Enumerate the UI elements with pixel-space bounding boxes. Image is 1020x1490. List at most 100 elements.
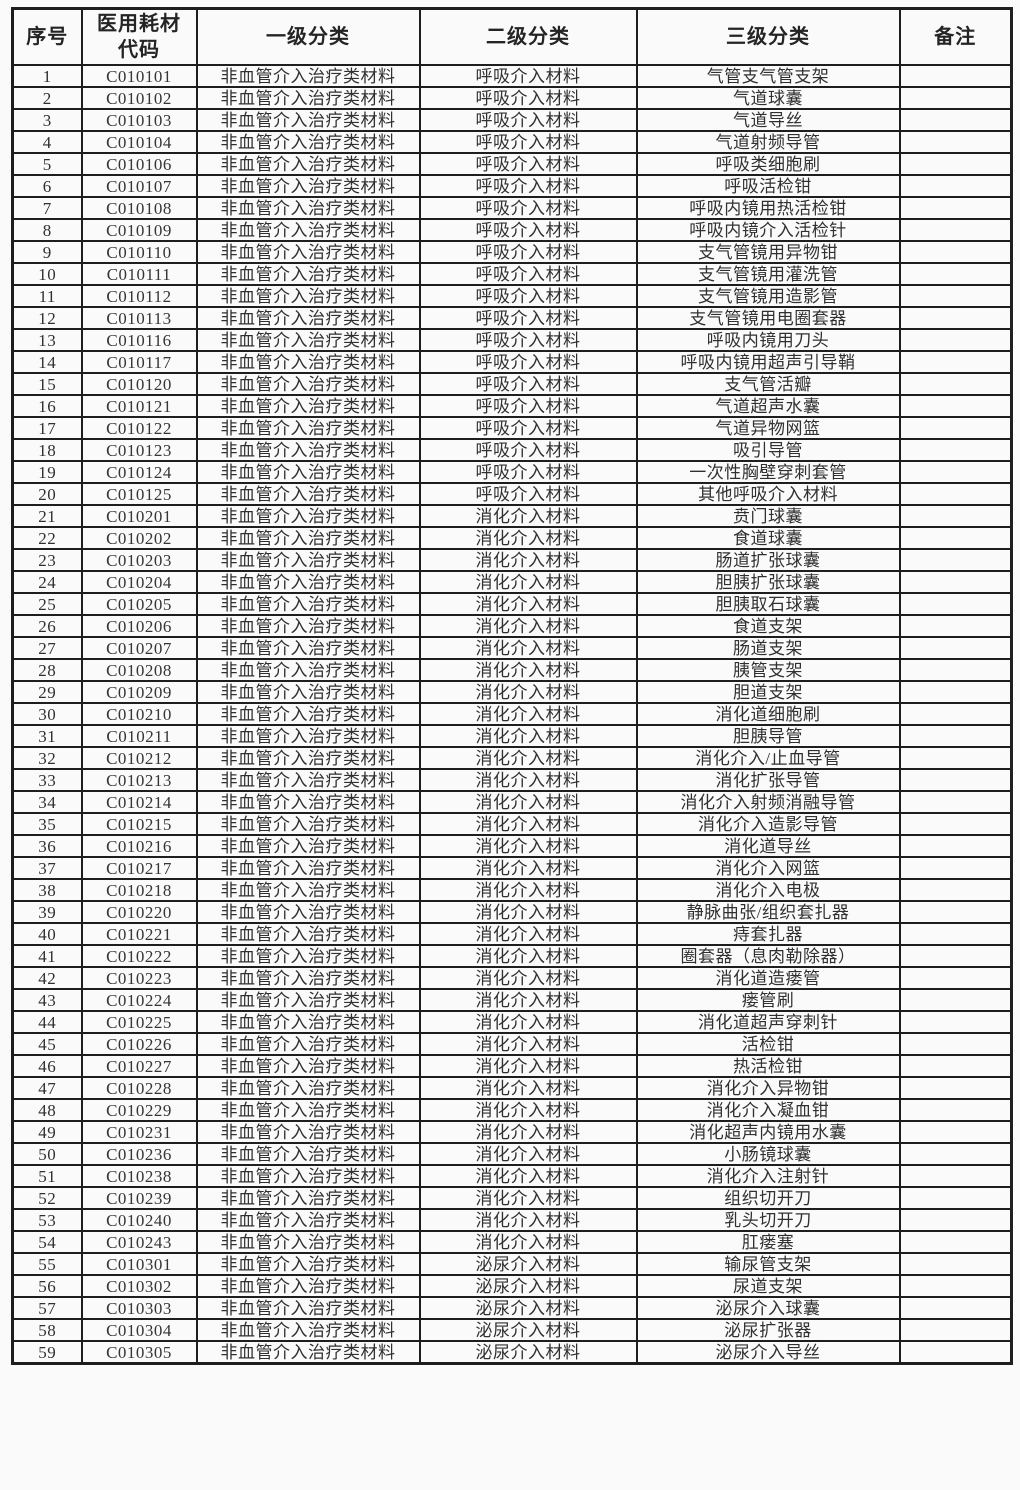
- cell-level1-category: 非血管介入治疗类材料: [195, 614, 421, 638]
- cell-serial-number: 25: [11, 592, 83, 616]
- table-row: 29 C010209 非血管介入治疗类材料 消化介入材料 胆道支架: [11, 680, 1013, 704]
- cell-consumable-code: C010243: [80, 1230, 198, 1254]
- cell-remarks: [898, 482, 1013, 506]
- cell-serial-number: 43: [11, 988, 83, 1012]
- cell-level1-category: 非血管介入治疗类材料: [195, 944, 421, 968]
- cell-serial-number: 11: [11, 284, 83, 308]
- cell-remarks: [898, 790, 1013, 814]
- cell-serial-number: 7: [11, 196, 83, 220]
- cell-level3-category: 呼吸类细胞刷: [635, 152, 901, 176]
- cell-level2-category: 消化介入材料: [418, 614, 638, 638]
- cell-consumable-code: C010102: [80, 86, 198, 110]
- cell-serial-number: 34: [11, 790, 83, 814]
- cell-remarks: [898, 1054, 1013, 1078]
- cell-level2-category: 呼吸介入材料: [418, 130, 638, 154]
- cell-consumable-code: C010222: [80, 944, 198, 968]
- cell-level2-category: 消化介入材料: [418, 834, 638, 858]
- cell-serial-number: 15: [11, 372, 83, 396]
- cell-serial-number: 14: [11, 350, 83, 374]
- cell-serial-number: 3: [11, 108, 83, 132]
- table-row: 7 C010108 非血管介入治疗类材料 呼吸介入材料 呼吸内镜用热活检钳: [11, 196, 1013, 220]
- cell-level1-category: 非血管介入治疗类材料: [195, 570, 421, 594]
- cell-remarks: [898, 592, 1013, 616]
- cell-level3-category: 消化超声内镜用水囊: [635, 1120, 901, 1144]
- cell-consumable-code: C010226: [80, 1032, 198, 1056]
- cell-level3-category: 消化介入注射针: [635, 1164, 901, 1188]
- cell-serial-number: 52: [11, 1186, 83, 1210]
- table-row: 53 C010240 非血管介入治疗类材料 消化介入材料 乳头切开刀: [11, 1208, 1013, 1232]
- table-row: 36 C010216 非血管介入治疗类材料 消化介入材料 消化道导丝: [11, 834, 1013, 858]
- cell-level1-category: 非血管介入治疗类材料: [195, 1340, 421, 1365]
- cell-remarks: [898, 372, 1013, 396]
- cell-level2-category: 呼吸介入材料: [418, 328, 638, 352]
- table-row: 37 C010217 非血管介入治疗类材料 消化介入材料 消化介入网篮: [11, 856, 1013, 880]
- cell-level1-category: 非血管介入治疗类材料: [195, 1076, 421, 1100]
- cell-level2-category: 呼吸介入材料: [418, 416, 638, 440]
- cell-level1-category: 非血管介入治疗类材料: [195, 306, 421, 330]
- cell-serial-number: 27: [11, 636, 83, 660]
- header-row: 序号 医用耗材 代码 一级分类 二级分类 三级分类 备注: [11, 7, 1013, 66]
- table-row: 22 C010202 非血管介入治疗类材料 消化介入材料 食道球囊: [11, 526, 1013, 550]
- cell-serial-number: 40: [11, 922, 83, 946]
- table-row: 33 C010213 非血管介入治疗类材料 消化介入材料 消化扩张导管: [11, 768, 1013, 792]
- cell-remarks: [898, 306, 1013, 330]
- cell-level3-category: 吸引导管: [635, 438, 901, 462]
- cell-serial-number: 33: [11, 768, 83, 792]
- cell-level3-category: 乳头切开刀: [635, 1208, 901, 1232]
- cell-level3-category: 其他呼吸介入材料: [635, 482, 901, 506]
- cell-level3-category: 消化道造瘘管: [635, 966, 901, 990]
- cell-level3-category: 肠道扩张球囊: [635, 548, 901, 572]
- cell-level1-category: 非血管介入治疗类材料: [195, 988, 421, 1012]
- cell-level3-category: 呼吸内镜用热活检钳: [635, 196, 901, 220]
- header-level1-category: 一级分类: [195, 7, 421, 66]
- cell-level2-category: 消化介入材料: [418, 658, 638, 682]
- cell-consumable-code: C010107: [80, 174, 198, 198]
- cell-level1-category: 非血管介入治疗类材料: [195, 64, 421, 88]
- cell-consumable-code: C010203: [80, 548, 198, 572]
- cell-serial-number: 26: [11, 614, 83, 638]
- cell-serial-number: 56: [11, 1274, 83, 1298]
- cell-level3-category: 支气管镜用造影管: [635, 284, 901, 308]
- cell-level3-category: 消化介入造影导管: [635, 812, 901, 836]
- cell-level1-category: 非血管介入治疗类材料: [195, 548, 421, 572]
- table-row: 41 C010222 非血管介入治疗类材料 消化介入材料 圈套器（息肉勒除器）: [11, 944, 1013, 968]
- cell-level2-category: 呼吸介入材料: [418, 262, 638, 286]
- cell-remarks: [898, 174, 1013, 198]
- cell-remarks: [898, 1010, 1013, 1034]
- cell-consumable-code: C010221: [80, 922, 198, 946]
- cell-level3-category: 肠道支架: [635, 636, 901, 660]
- cell-consumable-code: C010123: [80, 438, 198, 462]
- cell-level2-category: 呼吸介入材料: [418, 394, 638, 418]
- cell-level2-category: 泌尿介入材料: [418, 1274, 638, 1298]
- cell-level3-category: 气道超声水囊: [635, 394, 901, 418]
- cell-level2-category: 消化介入材料: [418, 966, 638, 990]
- cell-remarks: [898, 1230, 1013, 1254]
- cell-level3-category: 活检钳: [635, 1032, 901, 1056]
- cell-level3-category: 热活检钳: [635, 1054, 901, 1078]
- cell-level2-category: 消化介入材料: [418, 988, 638, 1012]
- cell-remarks: [898, 636, 1013, 660]
- table-row: 43 C010224 非血管介入治疗类材料 消化介入材料 瘘管刷: [11, 988, 1013, 1012]
- table-row: 59 C010305 非血管介入治疗类材料 泌尿介入材料 泌尿介入导丝: [11, 1340, 1013, 1365]
- cell-consumable-code: C010210: [80, 702, 198, 726]
- cell-consumable-code: C010106: [80, 152, 198, 176]
- cell-level2-category: 消化介入材料: [418, 504, 638, 528]
- cell-remarks: [898, 944, 1013, 968]
- cell-level3-category: 气管支气管支架: [635, 64, 901, 88]
- cell-consumable-code: C010113: [80, 306, 198, 330]
- cell-level3-category: 呼吸活检钳: [635, 174, 901, 198]
- cell-level1-category: 非血管介入治疗类材料: [195, 834, 421, 858]
- cell-level3-category: 一次性胸壁穿刺套管: [635, 460, 901, 484]
- cell-level3-category: 气道球囊: [635, 86, 901, 110]
- cell-consumable-code: C010212: [80, 746, 198, 770]
- cell-remarks: [898, 812, 1013, 836]
- cell-serial-number: 30: [11, 702, 83, 726]
- table-row: 5 C010106 非血管介入治疗类材料 呼吸介入材料 呼吸类细胞刷: [11, 152, 1013, 176]
- cell-remarks: [898, 768, 1013, 792]
- cell-level1-category: 非血管介入治疗类材料: [195, 240, 421, 264]
- cell-level3-category: 肛瘘塞: [635, 1230, 901, 1254]
- table-row: 9 C010110 非血管介入治疗类材料 呼吸介入材料 支气管镜用异物钳: [11, 240, 1013, 264]
- table-row: 34 C010214 非血管介入治疗类材料 消化介入材料 消化介入射频消融导管: [11, 790, 1013, 814]
- header-serial-number: 序号: [11, 7, 83, 66]
- cell-level2-category: 泌尿介入材料: [418, 1296, 638, 1320]
